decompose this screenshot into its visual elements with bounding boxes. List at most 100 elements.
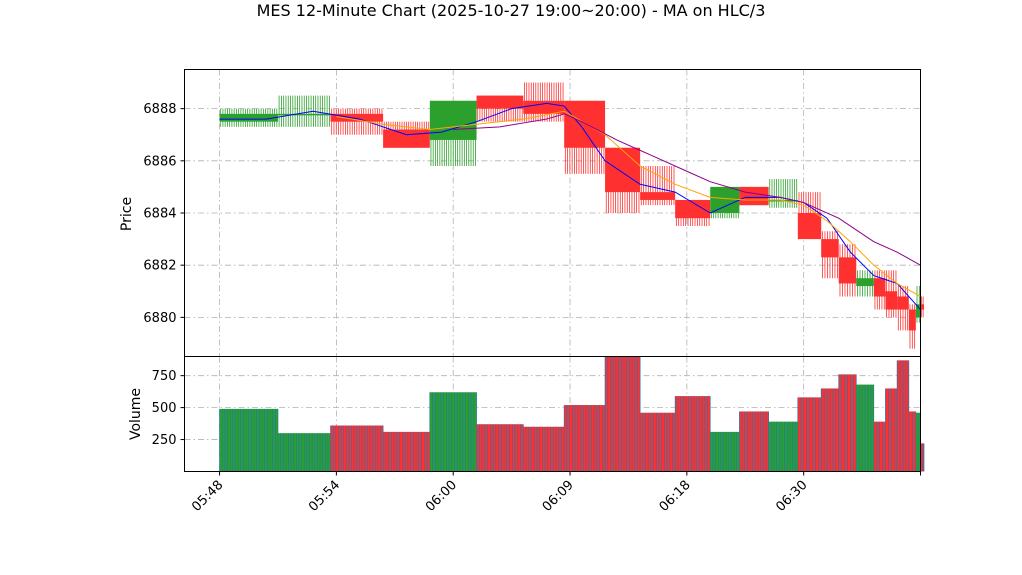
volume-bar-body [739, 411, 769, 472]
x-tick-label: 06:18 [657, 478, 694, 515]
price-bar [768, 179, 798, 208]
volume-bar [768, 421, 799, 472]
price-bar-body [915, 304, 921, 318]
price-y-tick-label: 6884 [143, 207, 176, 222]
price-bar-body [383, 129, 430, 148]
price-bar-body [277, 113, 331, 116]
volume-axis-label: Volume [128, 388, 144, 440]
price-axis-label: Price [119, 197, 135, 231]
x-tick-label: 06:30 [773, 478, 810, 515]
volume-bar [709, 431, 740, 472]
x-tick-label: 05:54 [306, 478, 343, 515]
price-y-tick-label: 6886 [143, 154, 176, 169]
x-tick-label: 06:09 [540, 478, 577, 515]
volume-bar [820, 388, 840, 472]
price-bar-body [856, 278, 874, 287]
volume-y-axis: 250 500 750 [152, 369, 185, 448]
x-tick-label: 06:00 [423, 478, 460, 515]
price-bar-body [675, 199, 711, 219]
volume-bar-body [640, 412, 676, 472]
price-bar-body [873, 278, 886, 297]
price-bar [277, 95, 331, 127]
price-y-tick-label: 6880 [143, 311, 176, 326]
volume-bar-body [710, 431, 740, 472]
price-y-axis: 6880 6882 6884 6886 6888 [143, 102, 185, 326]
price-bar-body [920, 304, 925, 310]
volume-bar [522, 426, 565, 472]
price-bar [640, 166, 676, 206]
volume-bar [382, 431, 431, 472]
volume-bar-body [605, 356, 641, 472]
volume-bar [563, 405, 606, 472]
price-bar [897, 286, 909, 331]
volume-bar [330, 425, 384, 472]
price-bar-body [908, 309, 916, 331]
price-bar [564, 100, 606, 174]
volume-bar-body [768, 421, 798, 472]
price-bar-body [330, 113, 384, 122]
price-bar [476, 95, 524, 122]
volume-bar [896, 360, 910, 472]
volume-bar [873, 421, 886, 472]
price-bar [710, 186, 740, 219]
moving-average-line [336, 110, 921, 297]
moving-average-lines [219, 102, 921, 310]
price-bar-body [429, 100, 477, 140]
price-bar [856, 270, 874, 297]
price-bar-body [838, 257, 857, 284]
volume-bar-body [675, 396, 711, 472]
price-y-tick-label: 6882 [143, 259, 176, 274]
volume-bar [797, 397, 822, 472]
volume-bar-body [523, 426, 565, 472]
price-bar [908, 304, 916, 349]
time-x-axis: 05:48 05:54 06:00 06:09 06:18 06:30 [189, 471, 921, 515]
price-bar [838, 244, 857, 297]
price-y-tick-label: 6888 [143, 102, 176, 117]
volume-bar [219, 408, 279, 472]
moving-average-line [453, 113, 921, 266]
volume-bar-body [429, 392, 477, 472]
price-bar-body [821, 239, 839, 258]
volume-bar-body [383, 431, 430, 472]
volume-bar [476, 424, 524, 472]
moving-average-line [219, 102, 921, 310]
price-bar-body [885, 291, 898, 310]
volume-bar [429, 392, 477, 472]
volume-bar [277, 433, 331, 472]
volume-bar [885, 388, 898, 472]
price-bar [821, 231, 839, 279]
volume-bar-body [476, 424, 524, 472]
price-bar-body [739, 186, 769, 206]
volume-bar [915, 412, 921, 472]
price-bar-body [797, 213, 822, 240]
chart-title: MES 12-Minute Chart (2025-10-27 19:00~20… [257, 1, 766, 20]
price-bar [605, 147, 641, 213]
volume-bar [920, 443, 925, 472]
volume-bar [674, 396, 711, 472]
price-bar-body [640, 192, 676, 200]
volume-bar [855, 384, 875, 472]
price-bars [219, 82, 925, 349]
volume-bars [219, 356, 925, 472]
price-bar-body [564, 100, 606, 148]
volume-bar [838, 374, 857, 472]
volume-bar [604, 356, 641, 472]
price-bar-body [710, 186, 740, 213]
price-bar-body [523, 100, 565, 114]
volume-panel-frame [184, 356, 921, 472]
price-bar-body [476, 95, 524, 109]
price-bar [330, 108, 384, 135]
price-bar [915, 286, 921, 323]
price-bar-body [897, 296, 909, 310]
volume-bar [908, 411, 917, 472]
price-bar [739, 186, 769, 206]
volume-bar-body [564, 405, 606, 472]
volume-y-tick-label: 500 [152, 401, 177, 416]
price-bar [429, 100, 477, 167]
volume-bar [639, 412, 676, 472]
volume-bar [739, 411, 769, 472]
volume-y-tick-label: 250 [152, 433, 177, 448]
price-bar [797, 192, 822, 240]
price-bar [675, 199, 711, 227]
